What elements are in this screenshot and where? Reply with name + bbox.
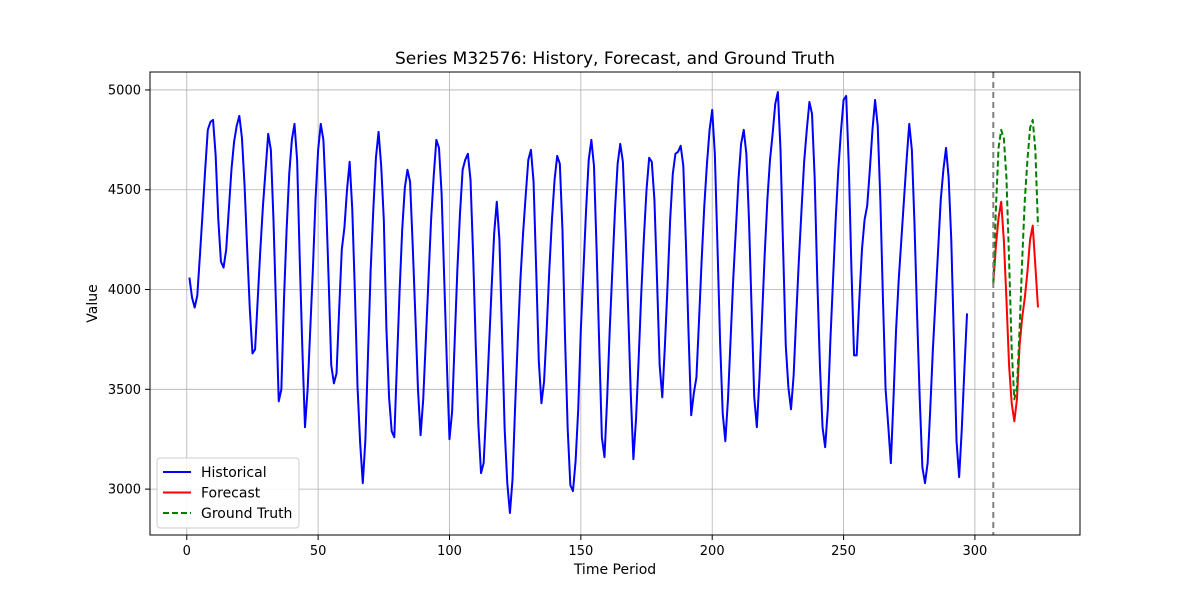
series-line-historical xyxy=(188,90,969,515)
legend-label: Historical xyxy=(201,465,267,481)
y-tick-label: 4000 xyxy=(108,283,141,298)
x-tick-label: 300 xyxy=(963,544,988,559)
chart-title: Series M32576: History, Forecast, and Gr… xyxy=(395,49,835,69)
grid xyxy=(150,72,1080,535)
x-tick-label: 0 xyxy=(183,544,191,559)
series-lines xyxy=(188,90,1039,515)
legend-label: Ground Truth xyxy=(201,506,292,522)
axis-ticks: 0 50 100 150 200 250 300 3000 3500 4000 4500 5000 xyxy=(108,83,987,559)
y-tick-label: 3000 xyxy=(108,483,141,498)
series-line-ground-truth xyxy=(992,118,1039,401)
x-tick-label: 100 xyxy=(437,544,462,559)
legend: Historical Forecast Ground Truth xyxy=(156,457,300,529)
legend-box xyxy=(156,457,300,529)
series-line-forecast xyxy=(992,200,1039,423)
y-tick-label: 3500 xyxy=(108,383,141,398)
plot-frame xyxy=(149,71,1081,536)
legend-label: Forecast xyxy=(201,486,261,502)
x-tick-label: 50 xyxy=(310,544,327,559)
y-tick-label: 5000 xyxy=(108,83,141,98)
y-tick-label: 4500 xyxy=(108,183,141,198)
x-tick-label: 250 xyxy=(831,544,856,559)
y-axis-label: Value xyxy=(85,284,101,322)
x-tick-label: 150 xyxy=(568,544,593,559)
x-tick-label: 200 xyxy=(700,544,725,559)
x-axis-label: Time Period xyxy=(573,562,656,578)
